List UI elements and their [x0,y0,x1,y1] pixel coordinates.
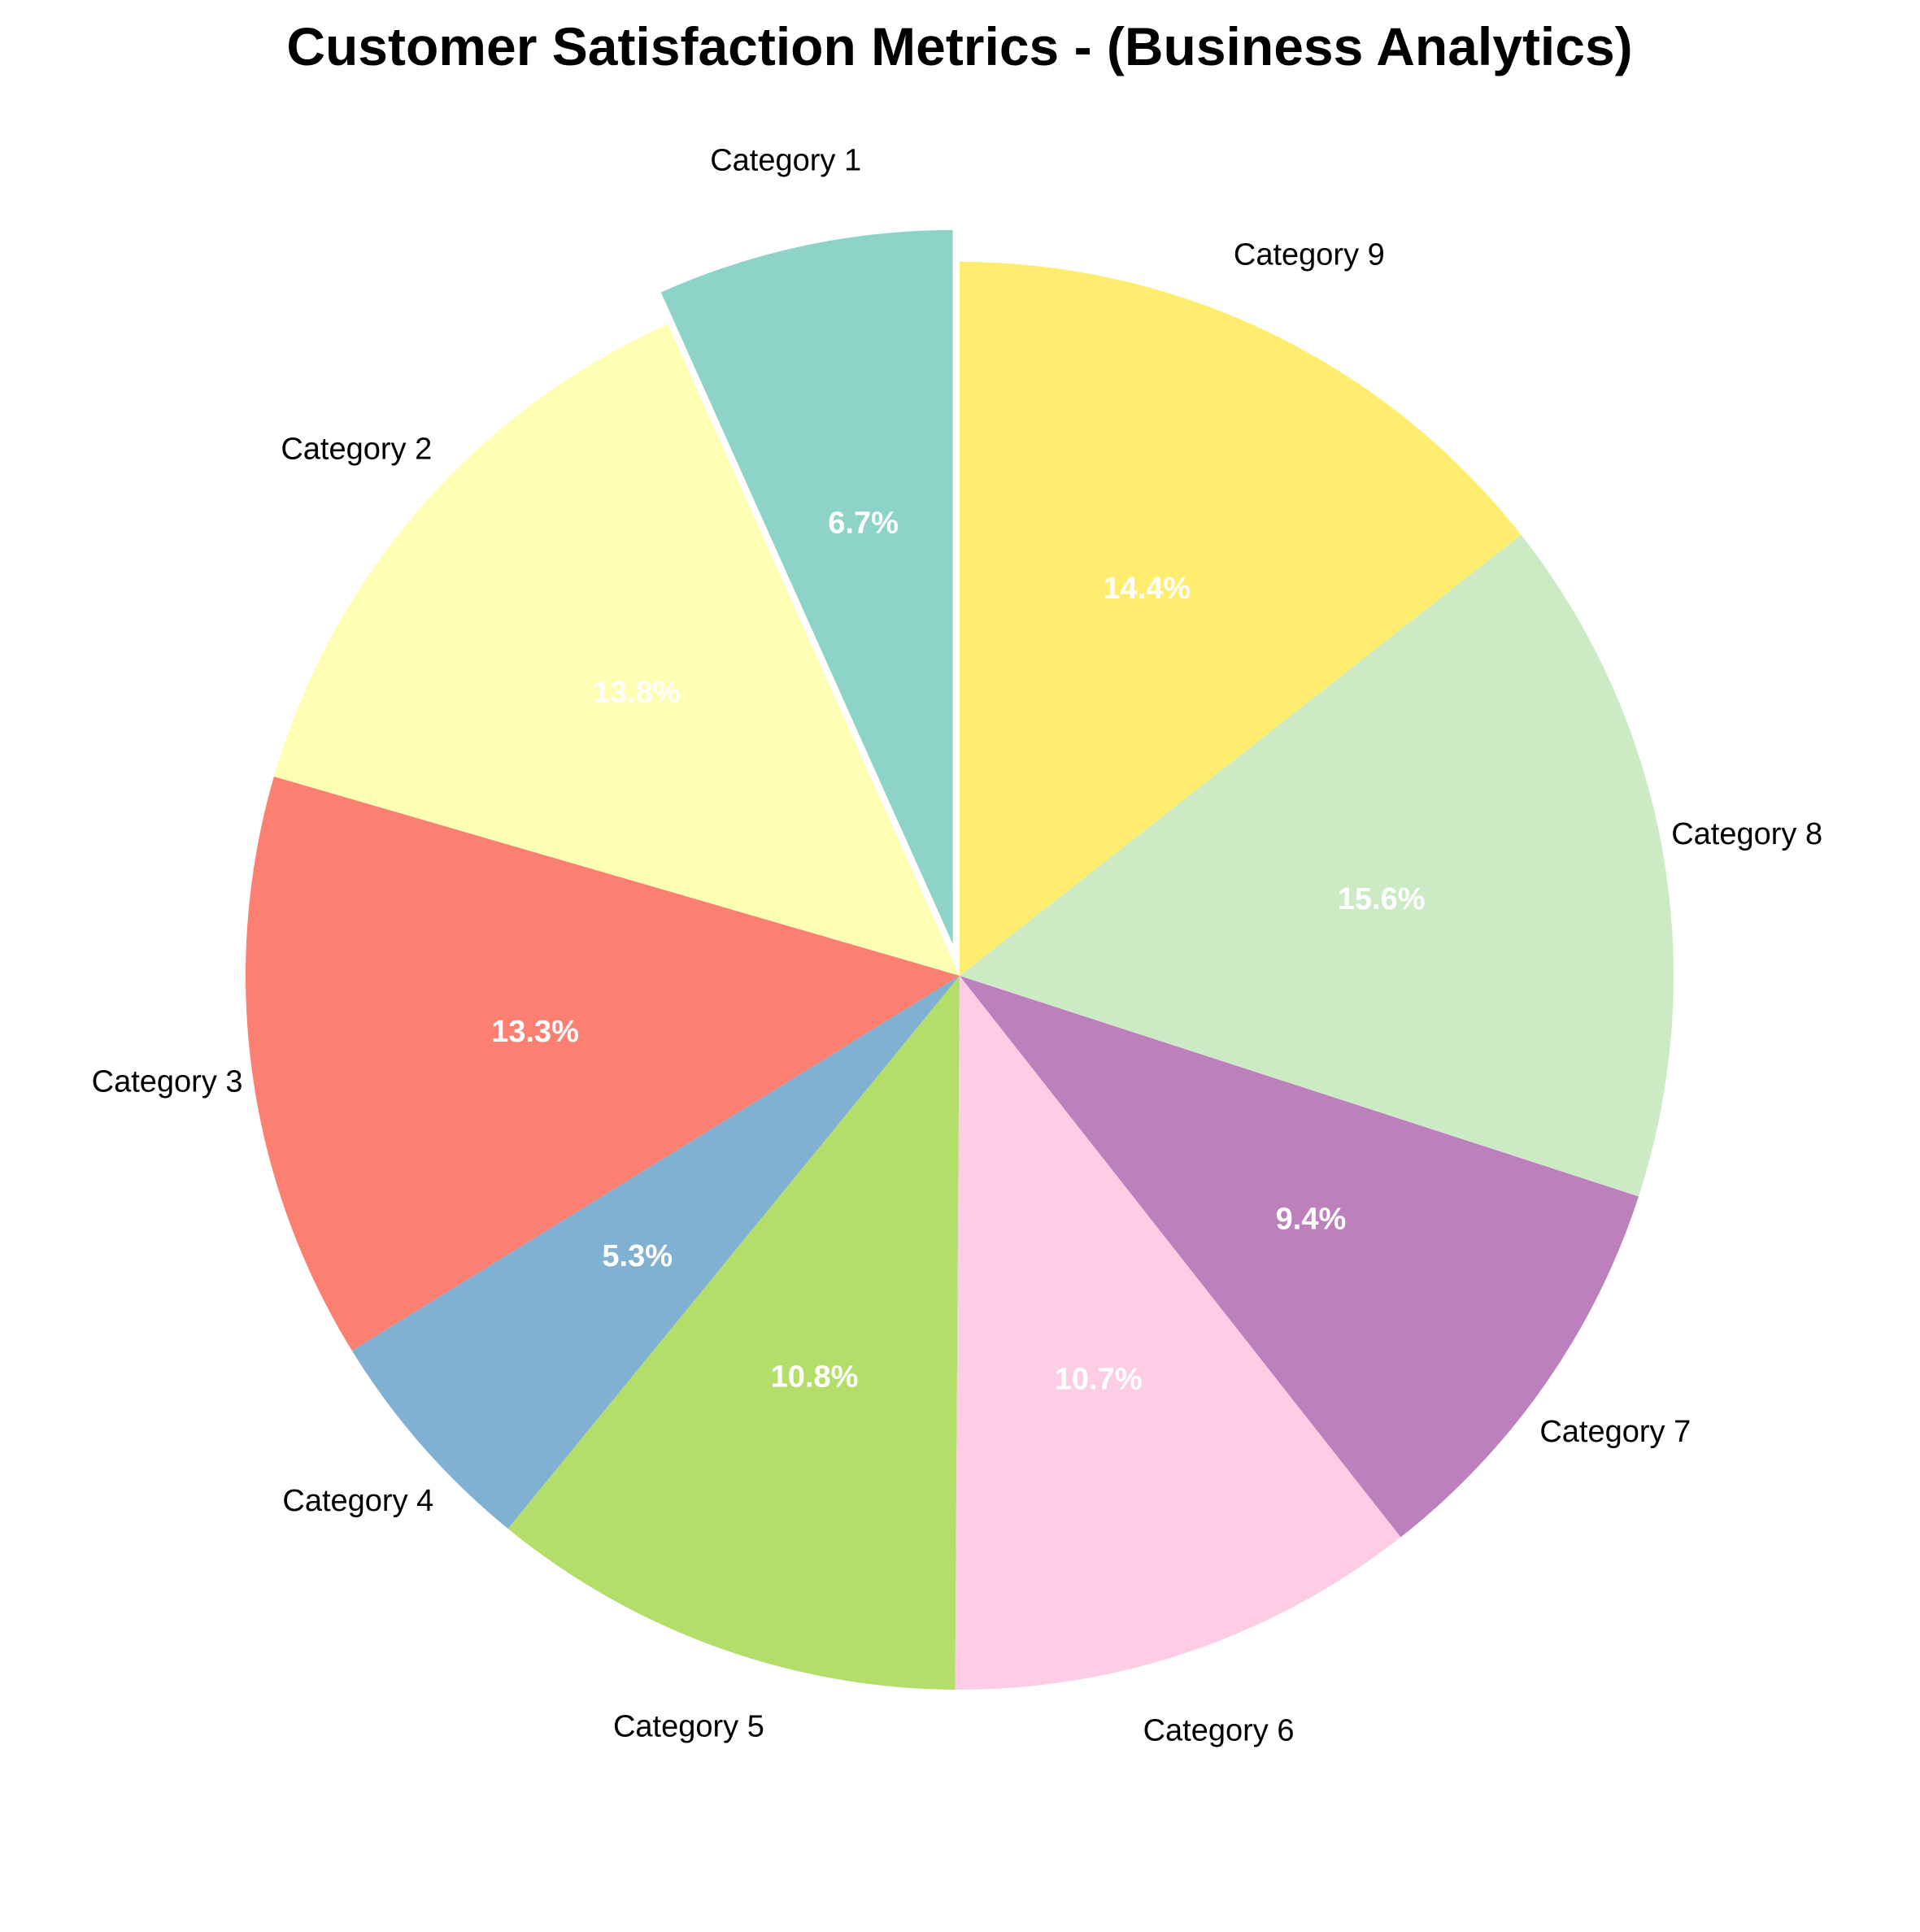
category-label-2: Category 2 [281,432,432,466]
category-label-3: Category 3 [92,1064,243,1099]
percent-label-1: 6.7% [828,507,899,541]
pie-slice-2 [273,324,960,976]
percent-label-2: 13.8% [593,676,681,710]
percent-label-8: 15.6% [1338,882,1426,916]
category-label-9: Category 9 [1234,238,1385,272]
chart-title: Customer Satisfaction Metrics - (Busines… [286,16,1632,76]
category-labels: Category 1 Category 2 Category 3 Category 4… [92,143,1822,1747]
pie-slice-6 [955,976,1401,1690]
category-label-8: Category 8 [1671,817,1822,851]
category-label-5: Category 5 [613,1709,764,1743]
pie-slice-5 [507,976,960,1690]
category-label-6: Category 6 [1143,1713,1295,1747]
percent-labels: 6.7% 13.8% 13.3% 5.3% 10.8% 10.7% 9.4% 15.6% 14.… [491,507,1425,1397]
percent-label-5: 10.8% [771,1360,859,1395]
category-label-1: Category 1 [710,143,861,177]
percent-label-6: 10.7% [1055,1362,1143,1396]
pie-slice-9 [960,262,1522,976]
percent-label-9: 14.4% [1103,572,1191,606]
pie-slice-4 [351,976,960,1530]
pie-slice-3 [246,777,960,1351]
pie-slice-8 [960,534,1674,1197]
percent-label-4: 5.3% [602,1239,673,1273]
category-label-4: Category 4 [282,1484,433,1518]
pie-slices [246,229,1674,1690]
percent-label-3: 13.3% [491,1015,579,1049]
category-label-7: Category 7 [1539,1415,1691,1449]
pie-slice-1 [660,229,953,944]
pie-slice-7 [960,976,1639,1538]
percent-label-7: 9.4% [1276,1203,1347,1237]
